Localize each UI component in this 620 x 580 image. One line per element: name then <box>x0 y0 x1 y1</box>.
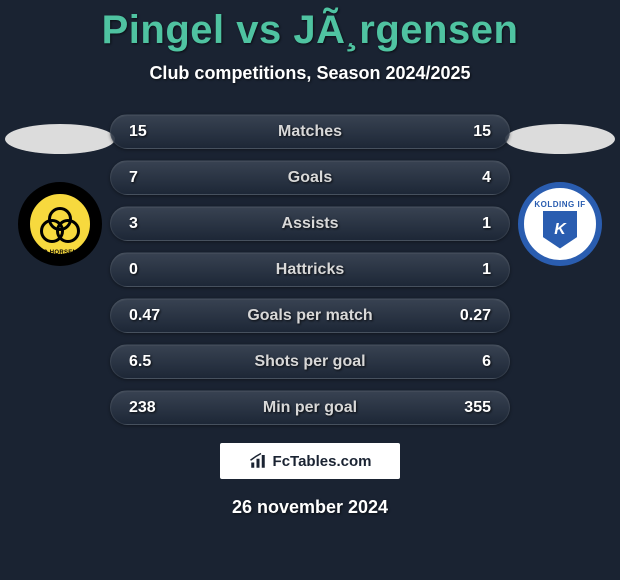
player-left-column: AC HORSENS <box>0 114 120 266</box>
stat-left-value: 7 <box>129 169 179 187</box>
main-area: AC HORSENS KOLDING IF K 15 Matches 15 7 … <box>0 114 620 425</box>
stat-left-value: 0.47 <box>129 307 179 325</box>
team-badge-left-label: AC HORSENS <box>38 250 81 256</box>
stat-left-value: 3 <box>129 215 179 233</box>
player-silhouette-right <box>505 124 615 154</box>
footer-brand-text: FcTables.com <box>273 453 372 470</box>
horsens-rings-icon <box>40 207 80 241</box>
stat-right-value: 15 <box>441 123 491 141</box>
stat-row: 3 Assists 1 <box>110 206 510 241</box>
stat-label: Hattricks <box>276 261 344 279</box>
stat-label: Assists <box>282 215 339 233</box>
footer-brand-badge: FcTables.com <box>220 443 400 479</box>
stat-label: Matches <box>278 123 342 141</box>
stat-left-value: 0 <box>129 261 179 279</box>
stat-row: 15 Matches 15 <box>110 114 510 149</box>
stat-right-value: 4 <box>441 169 491 187</box>
stat-left-value: 238 <box>129 399 179 417</box>
stat-label: Min per goal <box>263 399 357 417</box>
footer-date: 26 november 2024 <box>0 497 620 518</box>
team-badge-right-label: KOLDING IF <box>534 200 585 209</box>
kolding-shield-icon: K <box>543 211 577 249</box>
stat-left-value: 15 <box>129 123 179 141</box>
bar-chart-icon <box>249 452 267 470</box>
team-badge-right: KOLDING IF K <box>518 182 602 266</box>
stat-row: 238 Min per goal 355 <box>110 390 510 425</box>
stat-label: Goals <box>288 169 332 187</box>
stat-label: Goals per match <box>247 307 372 325</box>
stat-right-value: 355 <box>441 399 491 417</box>
player-silhouette-left <box>5 124 115 154</box>
stat-right-value: 6 <box>441 353 491 371</box>
comparison-title: Pingel vs JÃ¸rgensen <box>0 0 620 53</box>
stat-label: Shots per goal <box>254 353 365 371</box>
stat-row: 0.47 Goals per match 0.27 <box>110 298 510 333</box>
stat-right-value: 1 <box>441 261 491 279</box>
player-right-column: KOLDING IF K <box>500 114 620 266</box>
stat-right-value: 0.27 <box>441 307 491 325</box>
stats-list: 15 Matches 15 7 Goals 4 3 Assists 1 0 Ha… <box>110 114 510 425</box>
stat-row: 7 Goals 4 <box>110 160 510 195</box>
stat-row: 6.5 Shots per goal 6 <box>110 344 510 379</box>
team-badge-left: AC HORSENS <box>18 182 102 266</box>
stat-left-value: 6.5 <box>129 353 179 371</box>
comparison-subtitle: Club competitions, Season 2024/2025 <box>0 63 620 84</box>
stat-row: 0 Hattricks 1 <box>110 252 510 287</box>
stat-right-value: 1 <box>441 215 491 233</box>
